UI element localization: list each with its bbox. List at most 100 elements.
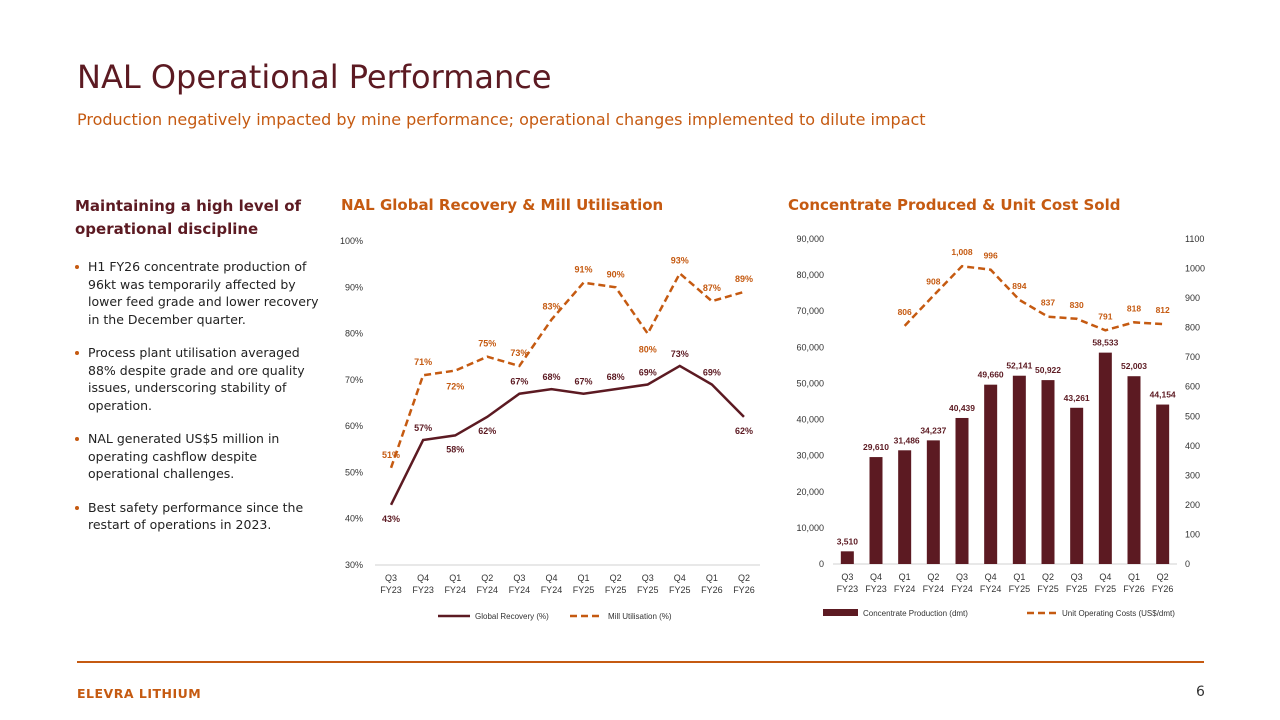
recovery-data-label: 62% xyxy=(735,426,753,436)
x-tick-label: FY24 xyxy=(894,584,916,594)
utilisation-data-label: 89% xyxy=(735,274,753,284)
x-tick-label: Q2 xyxy=(1042,572,1054,582)
x-tick-label: Q3 xyxy=(841,572,853,582)
y-left-tick-label: 20,000 xyxy=(796,487,824,497)
production-data-label: 50,922 xyxy=(1035,365,1061,375)
recovery-data-label: 68% xyxy=(607,372,625,382)
utilisation-data-label: 87% xyxy=(703,283,721,293)
x-tick-label: Q3 xyxy=(385,573,397,583)
bullet-dot-icon xyxy=(75,505,79,510)
y-left-tick-label: 70,000 xyxy=(796,306,824,316)
x-tick-label: FY24 xyxy=(980,584,1002,594)
unit-cost-data-label: 806 xyxy=(898,307,912,317)
x-tick-label: Q2 xyxy=(1157,572,1169,582)
utilisation-data-label: 83% xyxy=(542,302,560,312)
y-right-tick-label: 0 xyxy=(1185,559,1190,569)
utilisation-data-label: 71% xyxy=(414,357,432,367)
recovery-data-label: 57% xyxy=(414,423,432,433)
unit-cost-data-label: 996 xyxy=(984,251,998,261)
utilisation-data-label: 91% xyxy=(575,265,593,275)
y-left-tick-label: 90,000 xyxy=(796,234,824,244)
production-bar xyxy=(1127,376,1141,564)
legend-utilisation-label: Mill Utilisation (%) xyxy=(608,612,672,621)
bullet-text: Process plant utilisation averaged 88% d… xyxy=(88,345,305,413)
legend-cost-label: Unit Operating Costs (US$/dmt) xyxy=(1062,609,1175,618)
unit-cost-data-label: 894 xyxy=(1012,281,1026,291)
recovery-data-label: 68% xyxy=(542,372,560,382)
production-data-label: 52,003 xyxy=(1121,361,1147,371)
x-tick-label: FY25 xyxy=(605,585,627,595)
y-right-tick-label: 1000 xyxy=(1185,264,1205,274)
unit-cost-line xyxy=(903,264,1163,332)
utilisation-data-label: 93% xyxy=(671,255,689,265)
production-bar xyxy=(984,384,998,564)
recovery-data-label: 69% xyxy=(703,367,721,377)
x-tick-label: FY26 xyxy=(733,585,755,595)
legend-production-label: Concentrate Production (dmt) xyxy=(863,609,968,618)
x-tick-label: Q4 xyxy=(870,572,882,582)
x-tick-label: Q1 xyxy=(706,573,718,583)
x-tick-label: Q4 xyxy=(985,572,997,582)
x-tick-label: Q1 xyxy=(1013,572,1025,582)
recovery-data-label: 58% xyxy=(446,444,464,454)
footer-brand: ELEVRA LITHIUM xyxy=(77,686,202,701)
unit-cost-data-label: 837 xyxy=(1041,298,1055,308)
production-bar xyxy=(1041,380,1055,564)
utilisation-data-label: 73% xyxy=(510,348,528,358)
x-tick-label: FY23 xyxy=(380,585,402,595)
x-tick-label: FY25 xyxy=(1066,584,1088,594)
x-tick-label: FY25 xyxy=(1095,584,1117,594)
utilisation-data-label: 80% xyxy=(639,345,657,355)
x-tick-label: Q3 xyxy=(1071,572,1083,582)
bullet-item: NAL generated US$5 million in operating … xyxy=(75,430,320,483)
x-tick-label: FY24 xyxy=(541,585,563,595)
y-left-tick-label: 10,000 xyxy=(796,523,824,533)
recovery-data-label: 67% xyxy=(575,377,593,387)
x-tick-label: Q2 xyxy=(738,573,750,583)
y-right-tick-label: 500 xyxy=(1185,411,1200,421)
x-tick-label: FY25 xyxy=(637,585,659,595)
bullet-dot-icon xyxy=(75,437,79,441)
unit-cost-data-label: 791 xyxy=(1098,311,1112,321)
concentrate-chart-title: Concentrate Produced & Unit Cost Sold xyxy=(788,196,1121,214)
utilisation-data-label: 51% xyxy=(382,450,400,460)
y-tick-label: 70% xyxy=(345,375,363,385)
x-tick-label: FY25 xyxy=(669,585,691,595)
production-bar xyxy=(955,417,969,564)
x-tick-label: Q1 xyxy=(899,572,911,582)
x-tick-label: Q4 xyxy=(417,573,429,583)
recovery-data-label: 67% xyxy=(510,377,528,387)
unit-cost-data-label: 812 xyxy=(1156,305,1170,315)
production-data-label: 52,141 xyxy=(1006,361,1032,371)
x-tick-label: FY24 xyxy=(477,585,499,595)
x-tick-label: FY23 xyxy=(837,584,859,594)
production-data-label: 31,486 xyxy=(894,435,920,445)
x-tick-label: Q2 xyxy=(610,573,622,583)
production-bar xyxy=(869,457,883,564)
y-left-tick-label: 40,000 xyxy=(796,415,824,425)
x-tick-label: FY24 xyxy=(923,584,945,594)
utilisation-data-label: 90% xyxy=(607,269,625,279)
production-bar xyxy=(898,450,912,564)
x-tick-label: Q3 xyxy=(956,572,968,582)
bullet-text: Best safety performance since the restar… xyxy=(88,499,304,533)
x-tick-label: Q1 xyxy=(449,573,461,583)
production-data-label: 44,154 xyxy=(1150,390,1176,400)
bullet-item: H1 FY26 concentrate production of 96kt w… xyxy=(75,258,320,328)
y-left-tick-label: 30,000 xyxy=(796,451,824,461)
page-subtitle: Production negatively impacted by mine p… xyxy=(77,110,926,129)
y-right-tick-label: 200 xyxy=(1185,500,1200,510)
legend-production-swatch xyxy=(823,609,858,616)
legend-recovery-label: Global Recovery (%) xyxy=(475,612,549,621)
x-tick-label: FY25 xyxy=(1037,584,1059,594)
recovery-data-label: 62% xyxy=(478,426,496,436)
y-right-tick-label: 1100 xyxy=(1185,234,1204,244)
recovery-data-label: 43% xyxy=(382,514,400,524)
production-bar xyxy=(1070,407,1084,564)
y-right-tick-label: 700 xyxy=(1185,352,1200,362)
unit-cost-data-label: 908 xyxy=(926,277,940,287)
production-bar xyxy=(840,551,854,564)
recovery-data-label: 69% xyxy=(639,367,657,377)
x-tick-label: Q4 xyxy=(545,573,557,583)
production-bar xyxy=(1098,352,1112,564)
